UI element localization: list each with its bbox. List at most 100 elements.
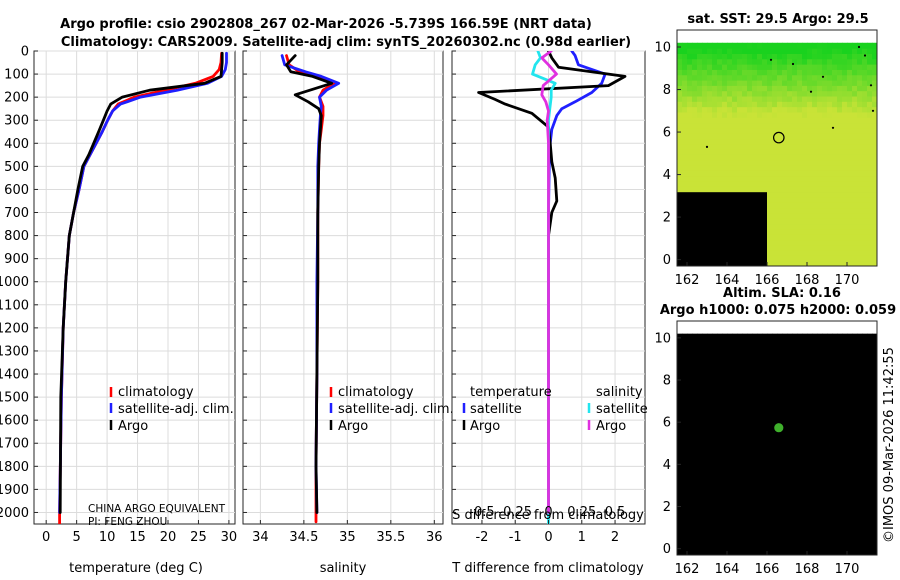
field-cell [802,333,808,340]
field-cell [717,344,723,351]
field-cell [777,481,783,488]
field-cell [757,449,763,456]
field-cell [727,370,733,377]
field-cell [812,250,818,256]
field-cell [737,212,743,219]
field-cell [802,497,808,503]
field-cell [707,111,713,118]
field-cell [677,497,683,503]
field-cell [802,74,808,81]
field-cell [737,218,743,225]
field-cell [807,48,813,54]
field-cell [747,79,753,86]
field-cell [787,433,793,440]
field-cell [817,58,823,65]
field-cell [767,133,773,140]
field-cell [872,175,877,182]
field-cell [767,481,773,488]
field-cell [677,138,683,145]
field-cell [802,470,808,477]
field-cell [697,48,703,54]
field-cell [712,386,718,393]
field-cell [767,433,773,440]
field-cell [717,133,723,140]
x-tick-label: 0 [42,530,50,545]
field-cell [727,180,733,187]
field-cell [782,391,788,398]
field-cell [752,375,758,382]
field-cell [787,154,793,161]
field-cell [842,412,848,419]
field-cell [737,417,743,424]
x2-tick-label: -0.25 [498,505,532,520]
field-cell [747,370,753,377]
field-cell [737,465,743,472]
field-cell [802,386,808,393]
field-cell [682,202,688,209]
field-cell [767,122,773,129]
field-cell [847,375,853,382]
field-cell [847,42,853,49]
map-y-tick-label: 0 [663,542,671,557]
field-cell [687,255,693,262]
field-cell [767,48,773,54]
field-cell [737,449,743,456]
field-cell [702,127,708,134]
field-cell [697,42,703,49]
field-cell [762,549,768,555]
field-cell [752,544,758,551]
field-cell [867,491,873,498]
field-cell [782,149,788,155]
field-cell [702,122,708,129]
island-coastline [809,90,813,93]
field-cell [767,507,773,514]
field-cell [757,439,763,445]
field-cell [837,69,843,76]
field-cell [832,512,838,519]
field-cell [692,228,698,235]
field-cell [727,149,733,155]
field-cell [702,497,708,503]
field-cell [852,365,858,372]
field-cell [802,491,808,498]
field-cell [862,212,868,219]
field-cell [867,106,873,113]
field-cell [677,154,683,161]
field-cell [812,544,818,551]
field-cell [742,117,748,124]
field-cell [682,122,688,129]
field-cell [817,465,823,472]
field-cell [752,360,758,366]
field-cell [727,549,733,555]
field-cell [702,533,708,540]
field-cell [752,90,758,97]
field-cell [832,79,838,86]
field-cell [697,333,703,340]
field-cell [852,454,858,461]
field-cell [737,486,743,493]
field-cell [682,106,688,113]
field-cell [722,417,728,424]
field-cell [792,64,798,70]
field-cell [772,354,778,361]
field-cell [842,491,848,498]
field-cell [712,370,718,377]
field-cell [787,412,793,419]
field-cell [802,111,808,118]
field-cell [817,154,823,161]
field-cell [727,497,733,503]
field-cell [772,79,778,86]
field-cell [742,122,748,129]
field-cell [757,433,763,440]
field-cell [682,180,688,187]
field-cell [777,486,783,493]
field-cell [802,170,808,177]
field-cell [752,111,758,118]
field-cell [697,417,703,424]
x-tick-label: 34 [252,530,269,545]
field-cell [697,375,703,382]
field-cell [692,170,698,177]
field-cell [772,48,778,54]
field-cell [682,244,688,251]
field-cell [782,381,788,387]
